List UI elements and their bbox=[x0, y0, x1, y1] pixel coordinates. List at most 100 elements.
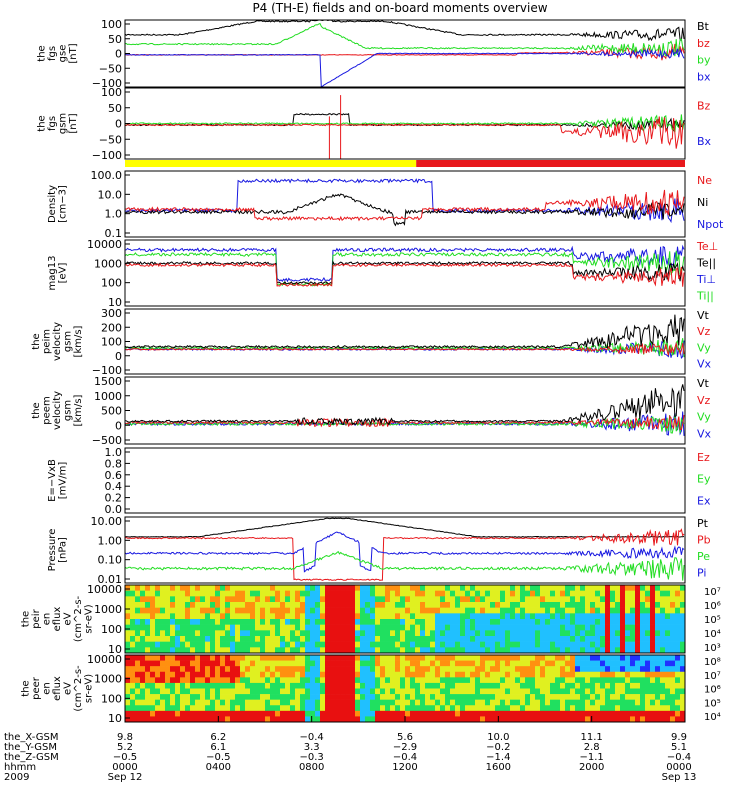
spectrogram-cell bbox=[345, 677, 351, 684]
spectrogram-cell bbox=[215, 688, 221, 695]
spectrogram-cell bbox=[570, 694, 576, 700]
spectrogram-cell bbox=[520, 596, 526, 603]
spectrogram-cell bbox=[410, 699, 416, 706]
spectrogram-cell bbox=[605, 671, 611, 678]
spectrogram-cell bbox=[430, 688, 436, 695]
chart-title: P4 (TH-E) fields and on-board moments ov… bbox=[252, 1, 547, 15]
spectrogram-cell bbox=[345, 647, 351, 653]
spectrogram-cell bbox=[550, 636, 556, 642]
spectrogram-cell bbox=[525, 677, 531, 684]
spectrogram-cell bbox=[390, 694, 396, 700]
spectrogram-cell bbox=[300, 699, 306, 706]
spectrogram-cell bbox=[515, 641, 521, 648]
spectrogram-cell bbox=[310, 624, 316, 631]
spectrogram-cell bbox=[680, 607, 685, 614]
spectrogram-cell bbox=[145, 688, 151, 695]
spectrogram-cell bbox=[565, 596, 571, 603]
spectrogram-cell bbox=[570, 688, 576, 695]
x-axis-value: 5.2 bbox=[117, 742, 133, 753]
spectrogram-cell bbox=[495, 607, 501, 614]
spectrogram-cell bbox=[390, 641, 396, 648]
spectrogram-cell bbox=[180, 641, 186, 648]
spectrogram-cell bbox=[650, 688, 656, 695]
spectrogram-cell bbox=[340, 666, 346, 673]
spectrogram-cell bbox=[560, 602, 566, 608]
spectrogram-cell bbox=[150, 699, 156, 706]
spectrogram-cell bbox=[140, 694, 146, 700]
spectrogram-cell bbox=[345, 671, 351, 678]
spectrogram-cell bbox=[615, 613, 621, 620]
spectrogram-cell bbox=[360, 613, 366, 620]
spectrogram-cell bbox=[575, 596, 581, 603]
spectrogram-cell bbox=[520, 655, 526, 661]
spectrogram-cell bbox=[555, 688, 561, 695]
spectrogram-cell bbox=[495, 647, 501, 653]
spectrogram-cell bbox=[340, 613, 346, 620]
spectrogram-cell bbox=[445, 666, 451, 673]
spectrogram-cell bbox=[260, 660, 266, 667]
spectrogram-cell bbox=[310, 585, 316, 591]
spectrogram-cell bbox=[255, 590, 261, 597]
spectrogram-cell bbox=[310, 607, 316, 614]
spectrogram-cell bbox=[320, 655, 326, 661]
spectrogram-cell bbox=[200, 671, 206, 678]
spectrogram-cell bbox=[280, 590, 286, 597]
spectrogram-cell bbox=[600, 585, 606, 591]
spectrogram-cell bbox=[545, 630, 551, 637]
spectrogram-cell bbox=[380, 602, 386, 608]
spectrogram-cell bbox=[285, 682, 291, 689]
mode-bar bbox=[125, 160, 685, 167]
spectrogram-cell bbox=[405, 607, 411, 614]
spectrogram-cell bbox=[545, 641, 551, 648]
spectrogram-cell bbox=[145, 624, 151, 631]
x-axis-value: −0.4 bbox=[667, 752, 691, 763]
spectrogram-cell bbox=[435, 688, 441, 695]
spectrogram-cell bbox=[520, 630, 526, 637]
spectrogram-cell bbox=[625, 660, 631, 667]
spectrogram-cell bbox=[320, 590, 326, 597]
spectrogram-cell bbox=[445, 655, 451, 661]
spectrogram-cell bbox=[365, 666, 371, 673]
spectrogram-cell bbox=[250, 641, 256, 648]
spectrogram-cell bbox=[620, 710, 626, 717]
spectrogram-cell bbox=[265, 705, 271, 712]
spectrogram-cell bbox=[380, 585, 386, 591]
spectrogram-cell bbox=[585, 671, 591, 678]
spectrogram-cell bbox=[530, 613, 536, 620]
spectrogram-cell bbox=[320, 602, 326, 608]
y-tick-label: 50 bbox=[108, 33, 122, 46]
spectrogram-cell bbox=[155, 688, 161, 695]
spectrogram-cell bbox=[295, 655, 301, 661]
spectrogram-cell bbox=[540, 671, 546, 678]
spectrogram-cell bbox=[180, 666, 186, 673]
spectrogram-cell bbox=[460, 630, 466, 637]
spectrogram-cell bbox=[610, 716, 616, 722]
spectrogram-cell bbox=[540, 619, 546, 625]
spectrogram-cell bbox=[340, 682, 346, 689]
y-tick-label: 1000 bbox=[94, 673, 122, 686]
spectrogram-cell bbox=[165, 705, 171, 712]
spectrogram-cell bbox=[570, 716, 576, 722]
spectrogram-cell bbox=[170, 694, 176, 700]
spectrogram-cell bbox=[625, 647, 631, 653]
spectrogram-cell bbox=[630, 699, 636, 706]
spectrogram-cell bbox=[290, 619, 296, 625]
spectrogram-cell bbox=[175, 660, 181, 667]
spectrogram-cell bbox=[355, 699, 361, 706]
spectrogram-cell bbox=[650, 630, 656, 637]
legend-vx: Vx bbox=[697, 358, 712, 371]
spectrogram-cell bbox=[165, 613, 171, 620]
spectrogram-cell bbox=[470, 655, 476, 661]
spectrogram-cell bbox=[490, 699, 496, 706]
spectrogram-cell bbox=[475, 688, 481, 695]
spectrogram-cell bbox=[330, 716, 336, 722]
legend-te⊥: Te⊥ bbox=[696, 240, 718, 253]
spectrogram-cell bbox=[350, 602, 356, 608]
spectrogram-cell bbox=[365, 660, 371, 667]
spectrogram-cell bbox=[280, 655, 286, 661]
spectrogram-cell bbox=[335, 596, 341, 603]
spectrogram-cell bbox=[215, 710, 221, 717]
spectrogram-cell bbox=[510, 688, 516, 695]
spectrogram-cell bbox=[530, 624, 536, 631]
spectrogram-cell bbox=[335, 585, 341, 591]
